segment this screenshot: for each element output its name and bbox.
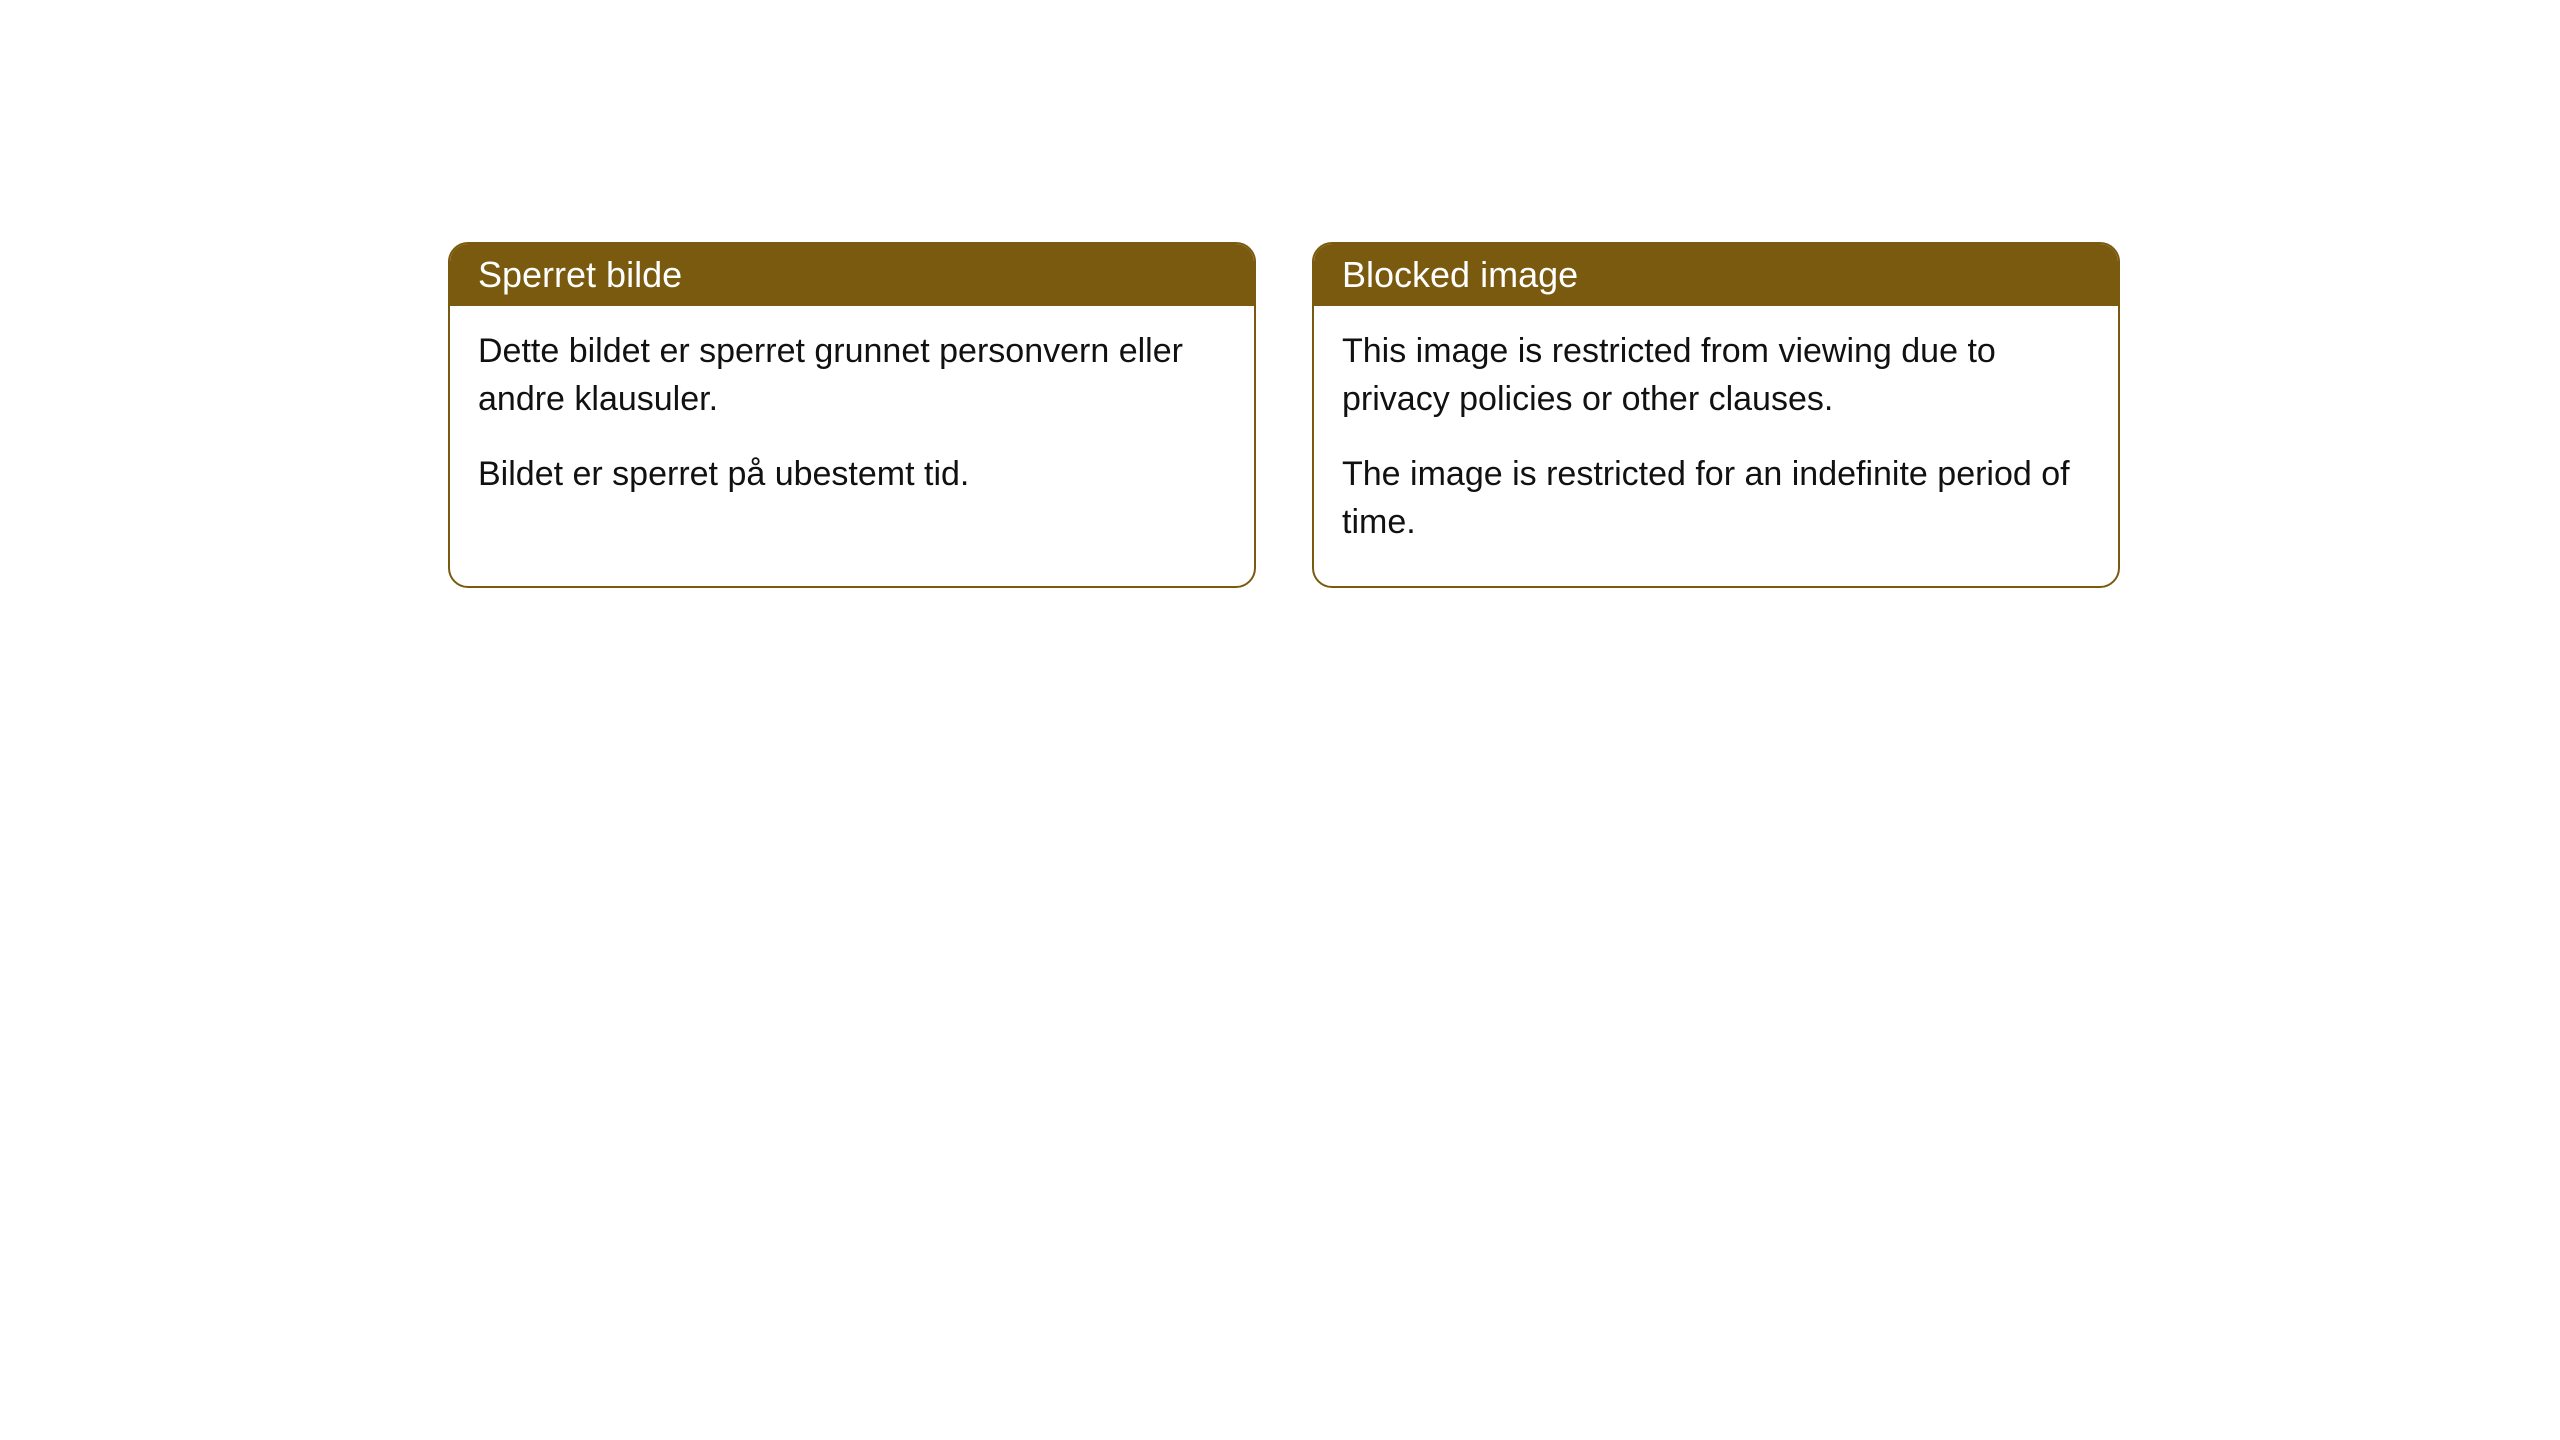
notice-cards-container: Sperret bilde Dette bildet er sperret gr… [448,242,2120,588]
card-header-english: Blocked image [1314,244,2118,306]
card-paragraph-2: Bildet er sperret på ubestemt tid. [478,451,1226,499]
card-body-english: This image is restricted from viewing du… [1314,306,2118,586]
card-body-norwegian: Dette bildet er sperret grunnet personve… [450,306,1254,539]
card-paragraph-2: The image is restricted for an indefinit… [1342,451,2090,546]
card-header-norwegian: Sperret bilde [450,244,1254,306]
card-paragraph-1: This image is restricted from viewing du… [1342,328,2090,423]
blocked-image-card-norwegian: Sperret bilde Dette bildet er sperret gr… [448,242,1256,588]
blocked-image-card-english: Blocked image This image is restricted f… [1312,242,2120,588]
card-paragraph-1: Dette bildet er sperret grunnet personve… [478,328,1226,423]
